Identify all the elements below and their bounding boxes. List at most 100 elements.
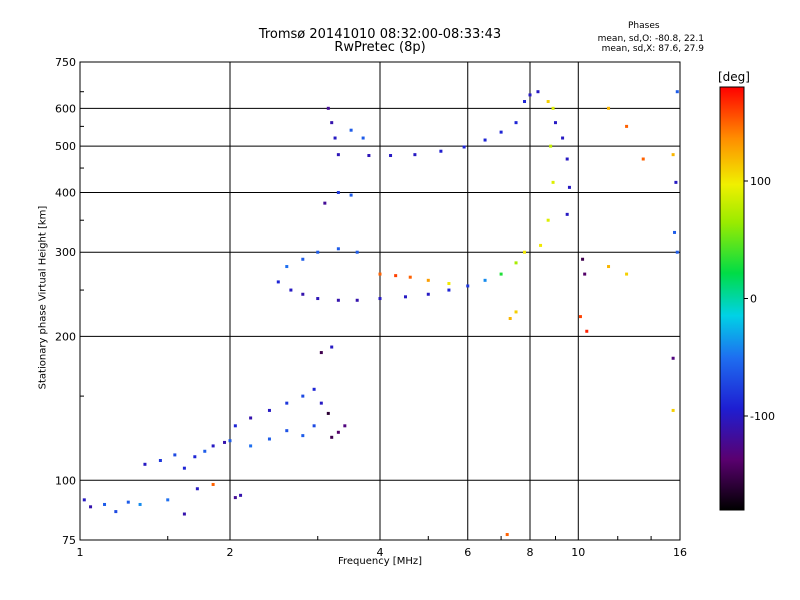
- data-point: [336, 298, 340, 302]
- grid-lines: [80, 62, 680, 540]
- data-point: [505, 533, 509, 537]
- y-tick-label: 750: [55, 56, 76, 69]
- data-point: [641, 157, 645, 161]
- data-point: [625, 272, 629, 276]
- data-point: [126, 500, 130, 504]
- data-point: [553, 121, 557, 125]
- x-tick-label: 4: [377, 546, 384, 559]
- data-point: [539, 243, 543, 247]
- data-point: [674, 180, 678, 184]
- data-point: [551, 180, 555, 184]
- data-point: [394, 274, 398, 278]
- data-point: [143, 462, 147, 466]
- chart-title: Tromsø 20141010 08:32:00-08:33:43: [258, 27, 502, 42]
- y-tick-label: 100: [55, 474, 76, 487]
- data-point: [336, 247, 340, 251]
- data-point: [326, 106, 330, 110]
- x-tick-label: 10: [571, 546, 585, 559]
- data-point: [607, 265, 611, 269]
- x-axis-ticks: 1 2 4 6 8 10 16: [77, 536, 687, 559]
- data-point: [413, 153, 417, 157]
- colorbar-tick-label: 100: [750, 175, 771, 188]
- data-point: [378, 297, 382, 301]
- colorbar-ticks: 100 0 -100: [744, 175, 775, 423]
- data-point: [671, 153, 675, 157]
- data-point: [316, 297, 320, 301]
- data-point: [551, 106, 555, 110]
- phases-title: Phases: [628, 21, 660, 31]
- y-tick-label: 600: [55, 102, 76, 115]
- y-tick-label: 400: [55, 186, 76, 199]
- data-point: [138, 502, 142, 506]
- data-point: [671, 356, 675, 360]
- data-point: [82, 498, 86, 502]
- y-tick-label: 75: [62, 534, 76, 547]
- colorbar-tick-label: 0: [750, 293, 757, 306]
- data-point: [336, 190, 340, 194]
- data-point: [565, 212, 569, 216]
- y-axis-label: Stationary phase Virtual Height [km]: [37, 205, 49, 390]
- data-point: [439, 149, 443, 153]
- data-point: [193, 455, 197, 459]
- data-point: [578, 315, 582, 319]
- data-point: [211, 482, 215, 486]
- data-point: [499, 272, 503, 276]
- data-point: [249, 416, 253, 420]
- data-point: [675, 250, 679, 254]
- x-axis-label: Frequency [MHz]: [337, 556, 423, 567]
- data-point: [195, 487, 199, 491]
- data-point: [528, 93, 532, 97]
- y-axis-ticks: 75 100 200 300 400 500 600 750: [55, 56, 84, 547]
- data-point: [585, 329, 589, 333]
- data-point: [466, 284, 470, 288]
- data-point: [319, 351, 323, 355]
- data-point: [203, 449, 207, 453]
- data-point: [349, 128, 353, 132]
- data-point: [561, 136, 565, 140]
- chart-subtitle: RwPretec (8p): [334, 40, 426, 55]
- data-point: [523, 100, 527, 104]
- data-point: [323, 201, 327, 205]
- data-points: [82, 90, 679, 537]
- data-point: [355, 250, 359, 254]
- data-point: [301, 434, 305, 438]
- data-point: [583, 272, 587, 276]
- data-point: [336, 430, 340, 434]
- data-point: [426, 292, 430, 296]
- data-point: [514, 310, 518, 314]
- x-tick-label: 2: [227, 546, 234, 559]
- data-point: [426, 278, 430, 282]
- data-point: [173, 453, 177, 457]
- data-point: [233, 496, 237, 500]
- data-point: [333, 136, 337, 140]
- data-point: [625, 124, 629, 128]
- data-point: [607, 106, 611, 110]
- data-point: [523, 250, 527, 254]
- data-point: [546, 218, 550, 222]
- x-tick-label: 8: [527, 546, 534, 559]
- data-point: [447, 282, 451, 286]
- data-point: [673, 230, 677, 234]
- data-point: [343, 424, 347, 428]
- data-point: [319, 401, 323, 405]
- data-point: [546, 100, 550, 104]
- data-point: [223, 440, 227, 444]
- x-tick-label: 1: [77, 546, 84, 559]
- data-point: [549, 144, 553, 148]
- data-point: [233, 424, 237, 428]
- data-point: [330, 121, 334, 125]
- data-point: [158, 458, 162, 462]
- data-point: [462, 145, 466, 149]
- data-point: [285, 265, 289, 269]
- colorbar-unit: [deg]: [718, 70, 750, 84]
- data-point: [349, 193, 353, 197]
- data-point: [483, 278, 487, 282]
- data-point: [330, 345, 334, 349]
- data-point: [483, 138, 487, 142]
- data-point: [408, 275, 412, 279]
- data-point: [249, 444, 253, 448]
- data-point: [355, 298, 359, 302]
- colorbar-tick-label: -100: [750, 410, 775, 423]
- phase-stats-o: mean, sd,O: -80.8, 22.1: [597, 34, 704, 44]
